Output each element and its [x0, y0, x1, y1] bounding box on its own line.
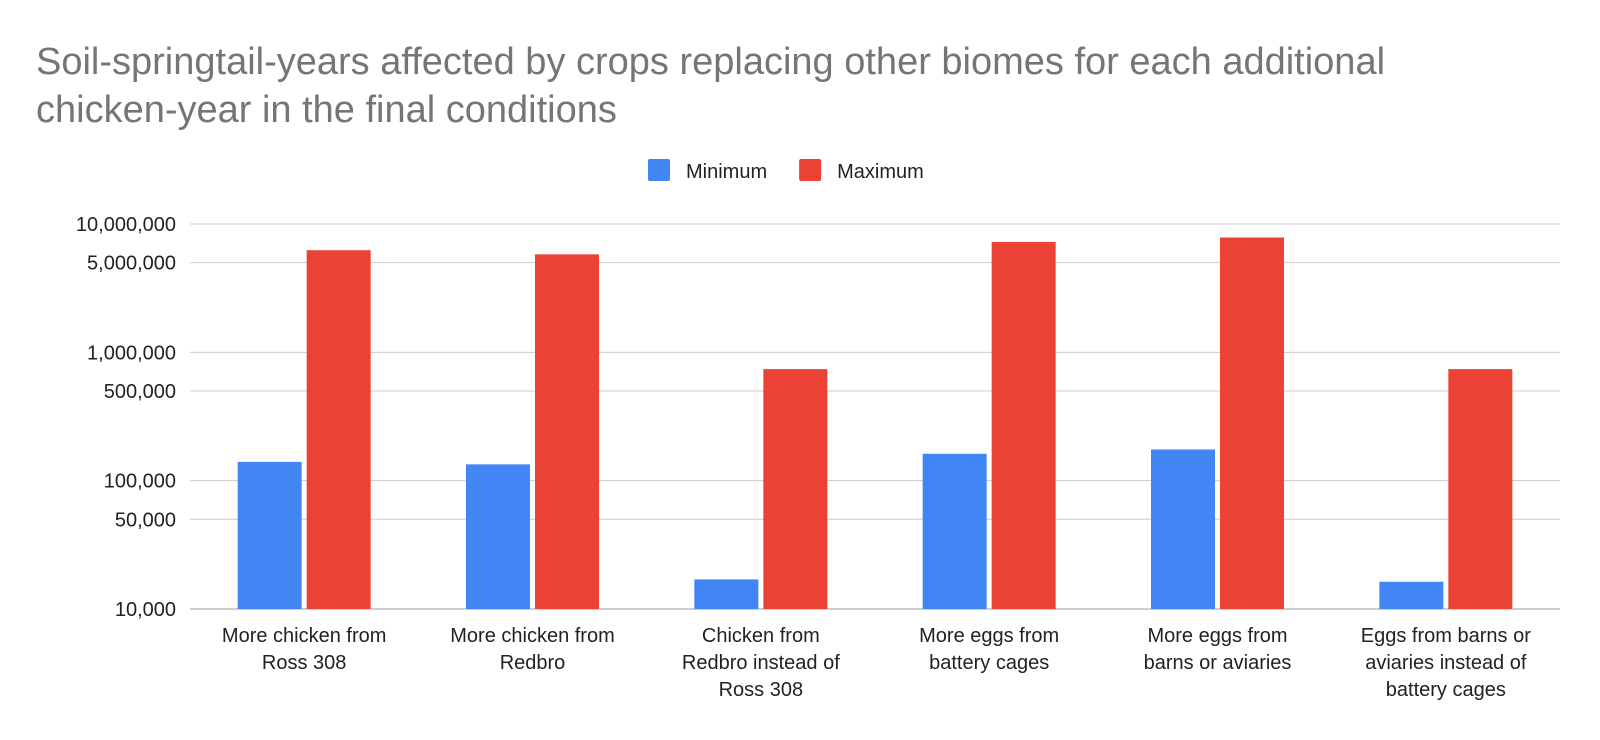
x-tick-label-line: Redbro instead of	[682, 652, 840, 674]
x-tick-label-line: Ross 308	[719, 679, 804, 701]
x-tick-label: More eggs from barns or aviaries	[1144, 625, 1292, 674]
bar-maximum	[763, 369, 828, 609]
bar-minimum	[922, 453, 987, 609]
bar-maximum	[306, 250, 371, 609]
bars	[237, 237, 1513, 610]
x-tick-label-line: More chicken from	[222, 625, 387, 647]
x-tick-label-line: battery cages	[929, 652, 1049, 674]
y-tick-label: 100,000	[104, 471, 176, 493]
legend: Minimum Maximum	[648, 159, 924, 183]
chart-title: Soil-springtail-years affected by crops …	[36, 41, 1386, 131]
x-tick-label-line: Eggs from barns or	[1361, 625, 1531, 647]
legend-swatch-minimum	[648, 159, 670, 181]
x-tick-label-line: More chicken from	[450, 625, 615, 647]
x-tick-label-line: Chicken from	[702, 625, 820, 647]
x-tick-label-line: battery cages	[1386, 679, 1506, 701]
y-tick-label: 500,000	[104, 381, 176, 403]
bar-maximum	[1220, 237, 1284, 609]
y-axis-tick-labels: 10,000 50,000 100,000 500,000 1,000,000 5,000…	[76, 214, 176, 621]
bar-maximum	[1448, 369, 1513, 609]
x-tick-label: Eggs from barns or aviaries instead of bat…	[1361, 625, 1531, 701]
legend-label-maximum: Maximum	[837, 161, 924, 183]
x-tick-label: More chicken from Ross 308	[222, 625, 387, 674]
gridlines	[190, 223, 1560, 610]
bar-minimum	[237, 461, 302, 609]
x-tick-label: Chicken from Redbro instead of Ross 308	[682, 625, 840, 701]
bar-minimum	[1151, 449, 1215, 609]
y-tick-label: 5,000,000	[87, 253, 176, 275]
x-tick-label-line: More eggs from	[1147, 625, 1287, 647]
bar-minimum	[694, 579, 759, 609]
x-tick-label-line: Ross 308	[262, 652, 347, 674]
bar-minimum	[466, 464, 530, 609]
y-tick-label: 10,000,000	[76, 214, 176, 236]
bar-maximum	[991, 241, 1056, 610]
x-tick-label-line: barns or aviaries	[1144, 652, 1292, 674]
legend-swatch-maximum	[799, 159, 822, 181]
x-tick-label: More chicken from Redbro	[450, 625, 615, 674]
y-tick-label: 50,000	[115, 509, 176, 531]
bar-maximum	[535, 254, 599, 609]
legend-label-minimum: Minimum	[686, 161, 767, 183]
x-tick-label-line: aviaries instead of	[1365, 652, 1527, 674]
x-tick-label-line: Redbro	[500, 652, 566, 674]
y-tick-label: 1,000,000	[87, 342, 176, 364]
x-tick-label: More eggs from battery cages	[919, 625, 1059, 674]
x-tick-label-line: More eggs from	[919, 625, 1059, 647]
y-tick-label: 10,000	[115, 599, 176, 621]
bar-minimum	[1379, 581, 1444, 609]
